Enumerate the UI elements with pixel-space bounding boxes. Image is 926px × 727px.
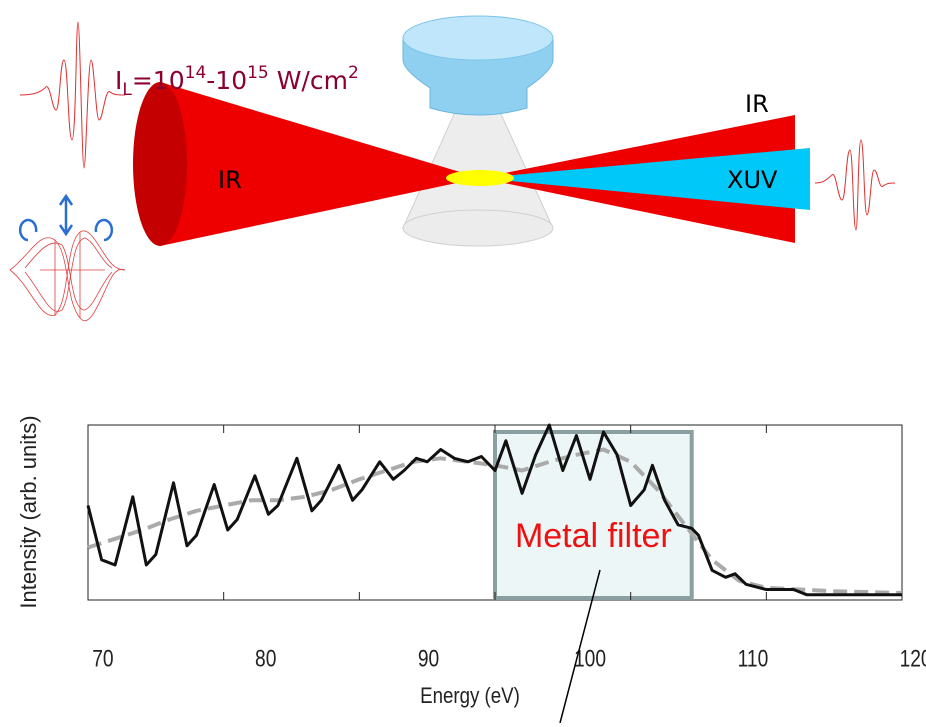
ir-beam-in [160, 82, 480, 246]
filter-pointer [559, 569, 601, 724]
focus [446, 170, 514, 186]
intensity-part: =10 [132, 66, 185, 95]
x-tick-label: 120 [900, 644, 926, 672]
xuv-label: XUV [727, 166, 778, 194]
intensity-part: W/cm [269, 66, 348, 95]
y-axis-label: Intensity (arb. units) [16, 415, 41, 608]
filter-label: Metal filter [515, 517, 672, 555]
intensity-part: 2 [348, 63, 359, 83]
ir-beam-face [133, 82, 187, 246]
series-line [86, 423, 902, 597]
polarization-arrows [18, 193, 114, 242]
ir-label: IR [745, 90, 769, 118]
x-tick-label: 70 [92, 644, 113, 672]
intensity-part: 15 [247, 63, 269, 83]
x-tick-label: 90 [418, 644, 439, 672]
xuv-beam [480, 148, 810, 210]
intensity-label: IL=1014-1015 W/cm2 [115, 63, 359, 100]
cone-base [402, 209, 554, 247]
x-axis-label: Energy (eV) [420, 684, 520, 708]
ir-label: IR [218, 166, 242, 194]
ir-waveform [19, 21, 126, 169]
setup-diagram: IL=1014-1015 W/cm2 IR IR XUV [9, 15, 896, 321]
intensity-part: I [115, 66, 122, 95]
intensity-part: 14 [185, 63, 207, 83]
series-line [87, 447, 903, 595]
intensity-part: -10 [206, 66, 247, 95]
x-tick-label: 110 [738, 644, 769, 672]
polarization-sketch [9, 230, 126, 321]
lens-top [402, 15, 554, 61]
intensity-part: L [122, 80, 132, 100]
lens [402, 39, 554, 116]
x-tick-label: 80 [255, 644, 276, 672]
filter-box [493, 430, 694, 600]
xuv-waveform [814, 139, 896, 231]
